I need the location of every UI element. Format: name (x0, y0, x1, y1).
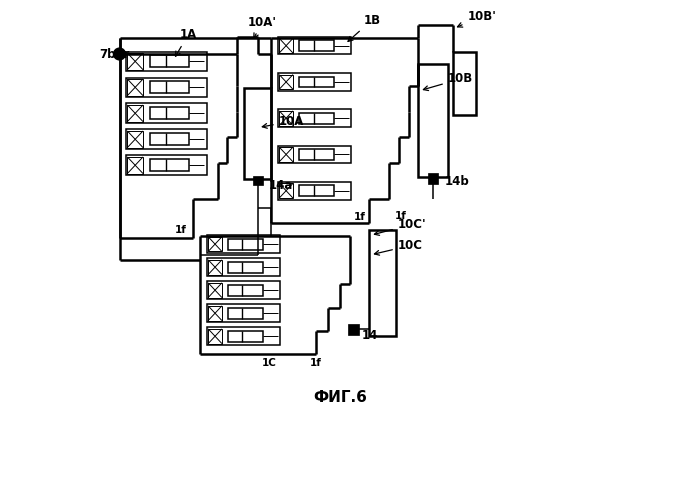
Bar (207, 236, 280, 253)
Bar (126, 78, 207, 97)
Bar (418, 64, 448, 176)
Bar (228, 331, 263, 342)
Circle shape (114, 48, 125, 60)
Bar (277, 182, 352, 200)
Bar (228, 238, 263, 250)
Bar (127, 157, 143, 174)
Text: ФИГ.6: ФИГ.6 (313, 390, 367, 404)
Bar (369, 230, 396, 336)
Text: 14: 14 (362, 329, 379, 342)
Text: 10B: 10B (424, 72, 473, 90)
Text: 14b: 14b (445, 175, 470, 188)
Bar (299, 40, 334, 51)
Text: 1f: 1f (309, 358, 322, 368)
Bar (126, 156, 207, 175)
Text: 1f: 1f (175, 226, 187, 235)
Bar (299, 186, 334, 196)
Bar (244, 88, 271, 179)
Bar (228, 262, 263, 272)
Bar (208, 306, 222, 320)
Bar (126, 130, 207, 149)
Bar (150, 82, 189, 93)
Bar (127, 131, 143, 148)
Bar (208, 237, 222, 252)
Bar (127, 79, 143, 96)
Text: 1f: 1f (394, 210, 406, 220)
Bar (299, 149, 334, 160)
Bar (279, 74, 293, 90)
Text: 10A: 10A (262, 115, 304, 128)
Bar (277, 37, 352, 54)
Bar (453, 52, 476, 116)
Bar (126, 104, 207, 123)
Bar (150, 134, 189, 145)
Bar (207, 258, 280, 276)
Bar (150, 108, 189, 119)
Bar (348, 324, 359, 335)
Bar (277, 73, 352, 91)
Bar (279, 111, 293, 126)
Bar (207, 304, 280, 322)
Text: 10B': 10B' (458, 10, 496, 27)
Bar (150, 160, 189, 171)
Bar (208, 260, 222, 274)
Text: 1A: 1A (175, 28, 197, 56)
Bar (253, 176, 263, 186)
Text: 7bar: 7bar (99, 48, 129, 62)
Text: 1f: 1f (354, 212, 366, 222)
Bar (207, 328, 280, 345)
Bar (277, 146, 352, 164)
Bar (228, 308, 263, 318)
Bar (299, 76, 334, 88)
Bar (127, 105, 143, 122)
Bar (127, 53, 143, 70)
Text: 10C: 10C (375, 239, 423, 255)
Text: 10A': 10A' (248, 16, 277, 38)
Text: 1C: 1C (262, 358, 276, 368)
Bar (428, 173, 439, 184)
Bar (207, 282, 280, 299)
Bar (208, 283, 222, 298)
Bar (277, 110, 352, 127)
Bar (150, 56, 189, 67)
Bar (208, 329, 222, 344)
Bar (279, 184, 293, 198)
Text: 10C': 10C' (375, 218, 426, 236)
Text: 1B: 1B (348, 14, 380, 42)
Text: 14a: 14a (269, 179, 293, 192)
Bar (299, 113, 334, 124)
Bar (126, 52, 207, 71)
Bar (279, 147, 293, 162)
Bar (279, 38, 293, 53)
Bar (228, 285, 263, 296)
